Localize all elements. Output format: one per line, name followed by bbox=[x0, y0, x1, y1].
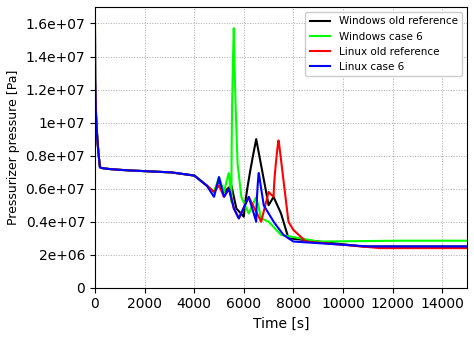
Linux old reference bbox=[118, 168, 124, 172]
Linux old reference bbox=[464, 246, 470, 250]
Line: Linux old reference: Linux old reference bbox=[95, 23, 467, 248]
Line: Windows case 6: Windows case 6 bbox=[95, 23, 467, 242]
X-axis label: Time [s]: Time [s] bbox=[253, 317, 309, 331]
Windows old reference bbox=[361, 244, 367, 248]
Windows case 6 bbox=[290, 235, 295, 239]
Linux old reference bbox=[92, 21, 98, 25]
Windows case 6 bbox=[277, 232, 283, 236]
Legend: Windows old reference, Windows case 6, Linux old reference, Linux case 6: Windows old reference, Windows case 6, L… bbox=[305, 12, 462, 76]
Linux old reference bbox=[377, 246, 383, 250]
Windows old reference bbox=[463, 244, 469, 248]
Linux old reference bbox=[283, 198, 289, 202]
Windows old reference bbox=[216, 178, 222, 183]
Windows case 6 bbox=[315, 240, 321, 244]
Linux case 6 bbox=[210, 194, 216, 198]
Windows old reference bbox=[135, 169, 141, 173]
Linux old reference bbox=[191, 173, 197, 177]
Linux case 6 bbox=[255, 178, 261, 183]
Windows case 6 bbox=[243, 204, 248, 208]
Linux case 6 bbox=[365, 244, 371, 248]
Windows case 6 bbox=[464, 239, 470, 243]
Windows old reference bbox=[464, 244, 470, 248]
Y-axis label: Pressurizer pressure [Pa]: Pressurizer pressure [Pa] bbox=[7, 70, 20, 225]
Linux case 6 bbox=[190, 173, 195, 177]
Line: Linux case 6: Linux case 6 bbox=[95, 30, 467, 246]
Linux case 6 bbox=[131, 169, 137, 173]
Windows old reference bbox=[92, 21, 98, 25]
Linux case 6 bbox=[228, 193, 233, 197]
Linux case 6 bbox=[464, 244, 470, 248]
Line: Windows old reference: Windows old reference bbox=[95, 23, 467, 246]
Windows case 6 bbox=[92, 21, 98, 25]
Windows case 6 bbox=[242, 203, 248, 207]
Linux case 6 bbox=[175, 171, 181, 175]
Windows old reference bbox=[95, 144, 100, 148]
Linux old reference bbox=[95, 148, 101, 152]
Linux case 6 bbox=[92, 28, 98, 32]
Windows old reference bbox=[249, 159, 255, 163]
Windows old reference bbox=[182, 172, 187, 176]
Windows case 6 bbox=[222, 185, 228, 189]
Windows case 6 bbox=[418, 239, 423, 243]
Linux old reference bbox=[196, 177, 202, 182]
Linux old reference bbox=[254, 211, 260, 215]
